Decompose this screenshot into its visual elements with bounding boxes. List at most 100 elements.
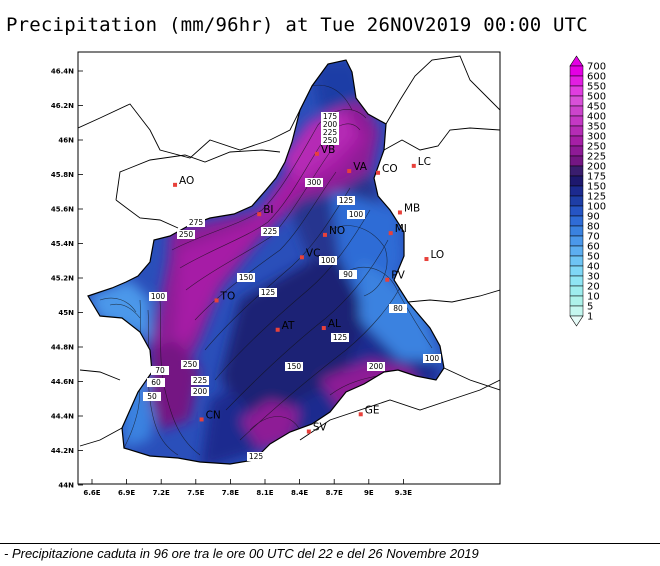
legend-swatch: [569, 225, 584, 237]
city-label: BI: [263, 204, 273, 216]
contour-label: 250: [179, 230, 194, 239]
contour-label: 60: [151, 378, 161, 387]
city-label: LC: [418, 156, 431, 168]
legend-label: 700: [587, 62, 606, 73]
x-tick-label: 7.5E: [187, 489, 204, 497]
y-tick-label: 44.8N: [51, 344, 74, 352]
region-outline: [87, 59, 445, 465]
city-marker: [173, 182, 178, 187]
y-tick-label: 46N: [58, 137, 74, 145]
legend-swatch: [569, 165, 584, 177]
contour-label: 300: [307, 178, 322, 187]
city-marker: [358, 412, 363, 417]
contour-label: 225: [193, 376, 208, 385]
city-marker: [397, 210, 402, 215]
cities-layer: AO BI VB VA CO LC NO MB MI LO VC PV TO AT AL CN GE SV: [173, 144, 444, 434]
city-label: CO: [382, 163, 398, 175]
city-label: VC: [306, 247, 321, 259]
city-label: SV: [313, 422, 328, 434]
legend-label: 70: [587, 232, 600, 243]
city-label: AL: [328, 318, 341, 330]
contour-label: 225: [263, 227, 278, 236]
contour-label: 225: [323, 128, 338, 137]
city-marker: [322, 232, 327, 237]
legend-swatch: [569, 155, 584, 167]
x-tick-label: 8.7E: [326, 489, 343, 497]
contour-label: 125: [333, 333, 348, 342]
contour-label: 200: [369, 362, 384, 371]
contour-label: 150: [287, 362, 302, 371]
city-label: PV: [391, 270, 405, 282]
contour-label: 80: [393, 304, 403, 313]
y-tick-label: 46.4N: [51, 68, 74, 76]
legend-swatch: [569, 205, 584, 217]
legend-label: 250: [587, 142, 606, 153]
legend-swatch: [569, 285, 584, 297]
contour-label: 250: [183, 360, 198, 369]
city-label: TO: [220, 290, 236, 302]
legend-label: 20: [587, 282, 600, 293]
city-marker: [199, 417, 204, 422]
contour-label: 250: [323, 136, 338, 145]
legend-label: 80: [587, 222, 600, 233]
city-marker: [385, 277, 390, 282]
legend-label: 30: [587, 272, 600, 283]
city-marker: [388, 231, 393, 236]
legend-label: 300: [587, 132, 606, 143]
x-tick-label: 7.8E: [222, 489, 239, 497]
x-tick-label: 8.4E: [291, 489, 308, 497]
border-lines: [78, 55, 500, 447]
legend-label: 550: [587, 82, 606, 93]
contour-label: 200: [323, 120, 338, 129]
y-tick-label: 44.6N: [51, 378, 74, 386]
map-caption: - Precipitazione caduta in 96 ore tra le…: [4, 546, 479, 561]
y-tick-label: 45.4N: [51, 240, 74, 248]
contour-label: 70: [155, 366, 165, 375]
legend-swatch: [569, 215, 584, 227]
city-label: VA: [353, 161, 368, 173]
y-tick-label: 45.6N: [51, 206, 74, 214]
x-tick-label: 8.1E: [256, 489, 273, 497]
legend-swatch: [569, 275, 584, 287]
contour-label: 125: [261, 288, 276, 297]
legend-swatch: [569, 305, 584, 317]
legend-label: 10: [587, 292, 600, 303]
legend-swatch: [569, 95, 584, 107]
legend-label: 100: [587, 202, 606, 213]
city-label: VB: [321, 144, 335, 156]
y-tick-label: 44N: [58, 482, 74, 490]
contour-label: 100: [151, 292, 166, 301]
contour-label: 200: [193, 387, 208, 396]
legend-label: 1: [587, 312, 593, 323]
legend-swatch: [569, 145, 584, 157]
legend-swatch: [569, 185, 584, 197]
city-marker: [321, 326, 326, 331]
legend-swatch: [569, 245, 584, 257]
caption-divider: [0, 543, 660, 544]
legend-swatch: [569, 65, 584, 77]
legend-label: 350: [587, 122, 606, 133]
y-tick-label: 45.8N: [51, 171, 74, 179]
city-label: GE: [365, 404, 380, 416]
city-marker: [376, 170, 381, 175]
map-axes: 6.6E 6.9E 7.2E 7.5E 7.8E 8.1E 8.4E 8.7E 9E 9.3E 46…: [51, 68, 412, 498]
city-marker: [314, 151, 319, 156]
city-marker: [214, 298, 219, 303]
y-tick-label: 44.2N: [51, 447, 74, 455]
contour-label: 125: [339, 196, 354, 205]
legend-swatch: [569, 175, 584, 187]
x-tick-label: 9E: [364, 489, 374, 497]
city-marker: [411, 163, 416, 168]
x-tick-label: 6.6E: [83, 489, 100, 497]
contour-label: 125: [249, 452, 264, 461]
legend-swatch: [569, 195, 584, 207]
y-tick-label: 45.2N: [51, 275, 74, 283]
city-marker: [347, 169, 352, 174]
contour-label: 100: [425, 354, 440, 363]
legend-swatch: [569, 235, 584, 247]
contour-label: 275: [189, 218, 204, 227]
contour-label: 50: [147, 392, 157, 401]
contour-labels: 175 200 225 250 300 125 100 225 275 250 …: [143, 112, 441, 461]
legend-label: 40: [587, 262, 600, 273]
